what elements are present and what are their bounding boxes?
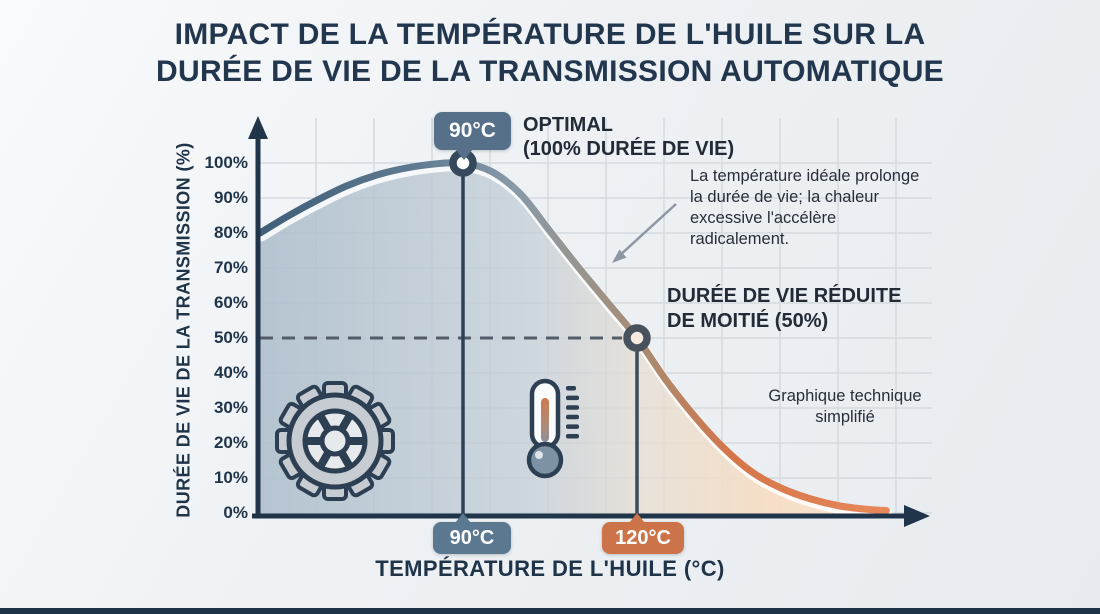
page-title-line2: DURÉE DE VIE DE LA TRANSMISSION AUTOMATI… [156,55,944,88]
optimal-annotation: OPTIMAL (100% DURÉE DE VIE) [523,113,734,161]
y-tick-label: 100% [204,153,248,172]
gear-icon [275,381,395,501]
y-tick-label: 20% [213,433,248,452]
x-axis [252,505,930,527]
y-tick-label: 80% [213,223,248,242]
reduced-life-line2: DE MOITIÉ (50%) [667,310,829,332]
half-life-point-marker [623,324,651,352]
temperature-note: La température idéale prolonge la durée … [690,167,920,248]
optimal-temp-badge: 90°C [434,112,511,160]
x-axis-label: TEMPÉRATURE DE L'HUILE (°C) [375,556,725,581]
reduced-life-annotation: DURÉE DE VIE RÉDUITE DE MOITIÉ (50%) [667,284,901,334]
y-axis-arrowhead [248,116,268,139]
thermometer-scale-ticks [566,386,579,439]
y-tick-label: 10% [213,468,248,487]
y-axis [248,116,268,518]
y-tick-label: 40% [213,363,248,382]
y-tick-label: 30% [213,398,248,417]
thermometer-icon [526,378,579,479]
x-tick-badge-120: 120°C [602,513,684,554]
y-tick-label: 60% [213,293,248,312]
note-arrow [612,203,677,263]
x-axis-arrowhead [904,505,930,527]
footnote-line1: Graphique technique [768,387,922,405]
footnote-line2: simplifié [815,408,875,426]
x-tick-badge-90: 90°C [433,513,511,554]
y-tick-label: 0% [223,503,248,522]
optimal-annotation-title: OPTIMAL [523,114,613,136]
bottom-accent-bar [0,608,1100,614]
footnote: Graphique technique simplifié [745,386,945,428]
reduced-life-line1: DURÉE DE VIE RÉDUITE [667,285,902,307]
page-title-line1: IMPACT DE LA TEMPÉRATURE DE L'HUILE SUR … [174,18,926,51]
life-curve [256,158,890,515]
y-tick-label: 90% [213,188,248,207]
y-tick-label: 50% [213,328,248,347]
y-tick-label: 70% [213,258,248,277]
page-title: IMPACT DE LA TEMPÉRATURE DE L'HUILE SUR … [0,16,1100,90]
optimal-annotation-sub: (100% DURÉE DE VIE) [523,138,735,160]
